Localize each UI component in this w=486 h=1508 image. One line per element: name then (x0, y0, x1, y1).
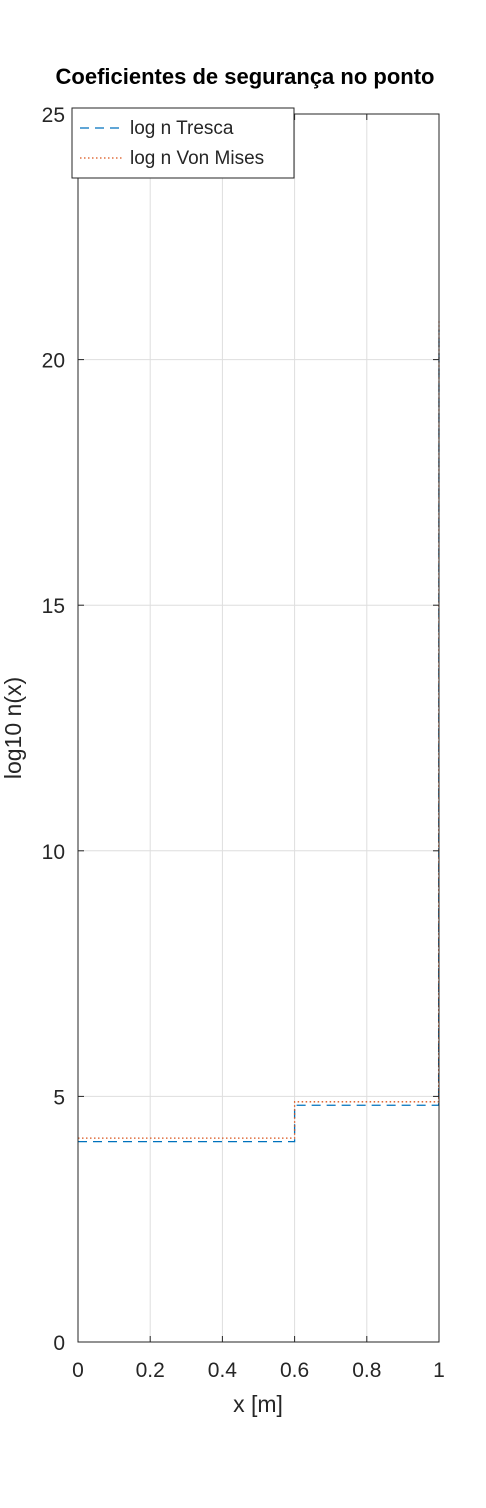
grid-layer (77, 113, 440, 1343)
series-layer (78, 320, 440, 1143)
plot-frame (77, 113, 440, 1343)
y-tick-label-4: 20 (42, 350, 65, 373)
x-axis-label: x [m] (233, 1391, 283, 1417)
series-line-1 (78, 320, 440, 1139)
chart-title: Coeficientes de segurança no ponto (56, 64, 435, 89)
x-tick-label-4: 0.8 (352, 1359, 381, 1382)
y-tick-label-0: 0 (53, 1332, 65, 1355)
axes-layer (77, 113, 440, 1343)
y-tick-label-5: 25 (42, 104, 65, 127)
x-tick-label-0: 0 (72, 1359, 84, 1382)
y-tick-label-1: 5 (53, 1086, 65, 1109)
legend: log n Tresca log n Von Mises (71, 107, 295, 179)
x-tick-label-1: 0.2 (136, 1359, 165, 1382)
legend-label-von-mises: log n Von Mises (130, 148, 264, 169)
series-line-0 (78, 330, 440, 1143)
y-tick-label-3: 15 (42, 595, 65, 618)
x-tick-label-3: 0.6 (280, 1359, 309, 1382)
x-tick-label-5: 1 (433, 1359, 445, 1382)
legend-box (71, 107, 295, 179)
y-tick-label-2: 10 (42, 841, 65, 864)
legend-label-tresca: log n Tresca (130, 118, 234, 139)
y-axis-label: log10 n(x) (0, 677, 26, 779)
x-tick-label-2: 0.4 (208, 1359, 238, 1382)
